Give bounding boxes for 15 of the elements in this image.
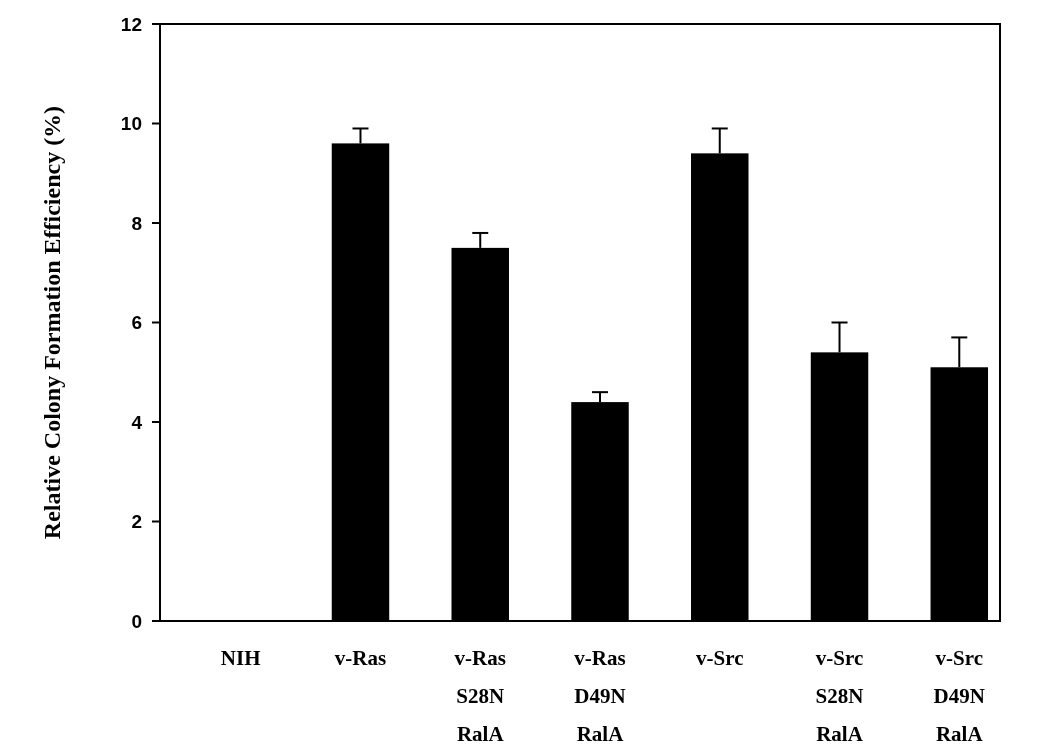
- x-tick-label: v-Src D49N RalA: [933, 646, 985, 746]
- x-tick-label: v-Src S28N RalA: [815, 646, 864, 746]
- y-tick-label: 0: [131, 610, 142, 632]
- y-tick-label: 4: [131, 411, 143, 433]
- y-tick-label: 8: [131, 212, 142, 234]
- y-tick-label: 12: [120, 13, 142, 35]
- y-tick-label: 2: [131, 511, 142, 533]
- x-tick-label: NIH: [220, 646, 261, 670]
- x-tick-label: v-Src: [696, 646, 744, 670]
- x-tick-label: v-Ras D49N RalA: [574, 646, 626, 746]
- y-axis-title: Relative Colony Formation Efficiency (%): [39, 105, 65, 540]
- x-tick-label: v-Ras S28N RalA: [454, 646, 506, 746]
- y-tick-label: 6: [131, 312, 142, 334]
- x-tick-label: v-Ras: [334, 646, 387, 670]
- y-tick-label: 10: [120, 113, 142, 135]
